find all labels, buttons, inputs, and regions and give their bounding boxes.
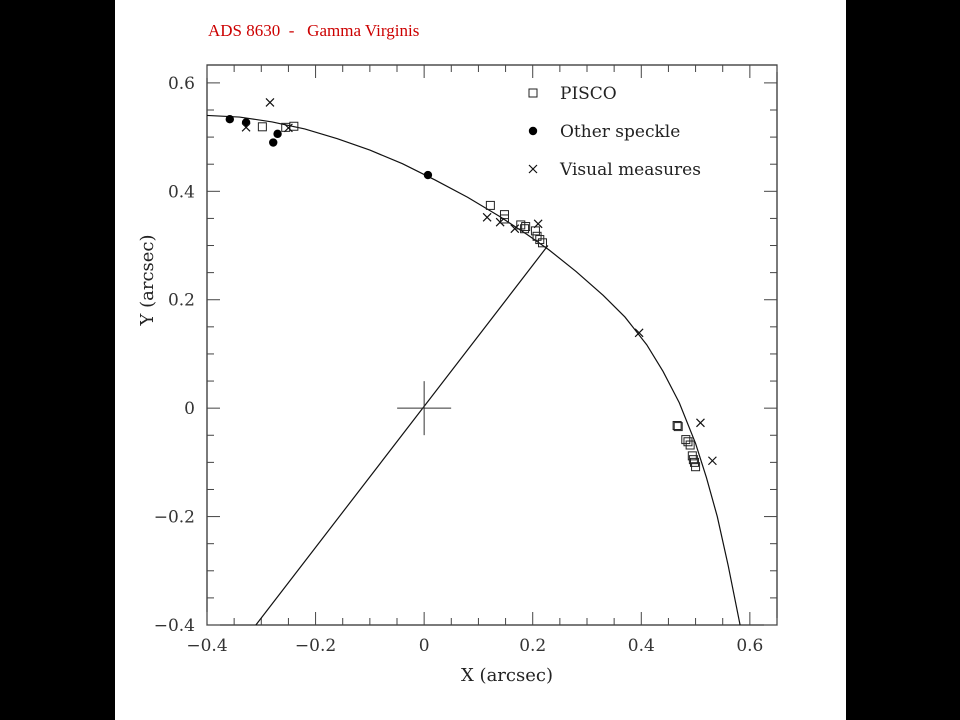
data-point (495, 217, 505, 227)
data-point (683, 437, 693, 447)
legend-label: Visual measures (559, 160, 701, 180)
data-marks (225, 97, 717, 472)
legend-item: Visual measures (528, 160, 701, 180)
legend-marker (528, 126, 538, 136)
data-point (535, 235, 545, 245)
data-point (673, 422, 683, 432)
y-tick-label: 0.2 (168, 291, 195, 311)
data-point (520, 224, 530, 234)
figure-page: ADS 8630 - Gamma Virginis −0.4 −0.2 0 0.2 0.… (115, 0, 846, 720)
x-tick-label: 0.4 (628, 636, 655, 656)
data-point (672, 421, 682, 431)
chart-title: ADS 8630 - Gamma Virginis (208, 21, 420, 40)
data-point (688, 455, 698, 465)
data-point (269, 138, 278, 147)
data-point (241, 122, 251, 132)
data-point (482, 212, 492, 222)
data-point (257, 122, 267, 132)
legend-item: Other speckle (528, 122, 680, 142)
data-point (485, 200, 495, 210)
data-point (707, 456, 717, 466)
data-point (537, 238, 547, 248)
series-other-speckle (225, 115, 433, 180)
data-point (533, 219, 543, 229)
orbit-chart: −0.4 −0.2 0 0.2 0.4 0.6 −0.4 −0.2 0 0.2 0.4 0.6 PIS… (137, 64, 778, 686)
data-point (499, 214, 509, 224)
data-point (265, 97, 275, 107)
legend-label: PISCO (560, 84, 617, 104)
data-point (696, 418, 705, 428)
y-tick-label: −0.4 (154, 616, 195, 636)
series-visual-measures (241, 97, 717, 466)
legend-marker (528, 88, 538, 98)
legend-item: PISCO (528, 84, 617, 104)
x-tick-label: −0.4 (186, 636, 227, 656)
x-tick-label: 0.2 (519, 636, 546, 656)
y-tick-label: 0 (184, 399, 195, 419)
y-axis-label: Y (arcsec) (137, 234, 158, 326)
data-point (241, 118, 251, 127)
legend-label: Other speckle (560, 122, 680, 142)
orbit-curve (207, 114, 741, 625)
curves (207, 114, 741, 626)
legend-marker (528, 164, 538, 174)
y-tick-label: −0.2 (154, 508, 195, 528)
x-tick-label: 0 (419, 636, 430, 656)
axes-frame (206, 64, 778, 626)
line-of-nodes (255, 245, 549, 626)
ticks: −0.4 −0.2 0 0.2 0.4 0.6 −0.4 −0.2 0 0.2 0.4 0.6 (154, 65, 778, 656)
series-pisco (257, 121, 701, 472)
data-point (685, 440, 695, 450)
data-point (273, 129, 282, 139)
x-axis-label: X (arcsec) (461, 665, 553, 686)
legend: PISCO Other speckle Visual measures (528, 84, 701, 180)
data-point (532, 231, 542, 241)
data-point (634, 328, 644, 338)
plot-frame (206, 64, 778, 626)
data-point (691, 462, 701, 472)
x-tick-label: −0.2 (295, 636, 336, 656)
data-point (225, 115, 234, 124)
y-tick-label: 0.4 (168, 182, 195, 202)
data-point (521, 222, 531, 232)
y-tick-label: 0.6 (168, 74, 195, 94)
data-point (423, 170, 433, 180)
data-point (510, 224, 520, 234)
x-tick-label: 0.6 (736, 636, 763, 656)
data-point (284, 123, 293, 133)
